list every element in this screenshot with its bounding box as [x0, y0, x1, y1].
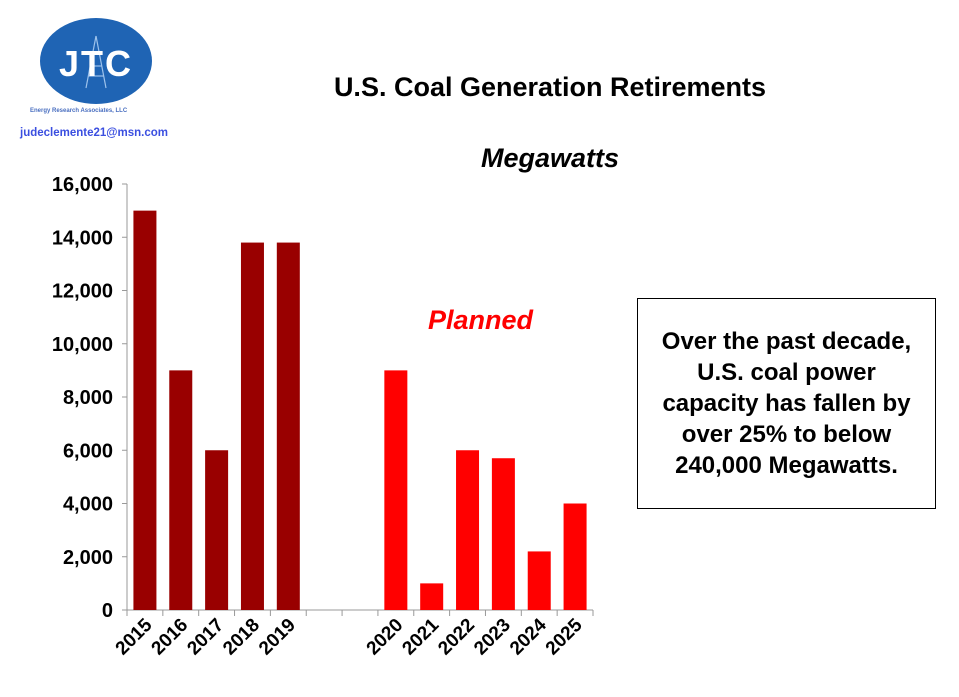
note-text: Over the past decade, U.S. coal power ca…: [661, 328, 912, 479]
bar-2025: [563, 503, 587, 610]
bar-2022: [456, 450, 480, 610]
bar-2016: [169, 370, 193, 610]
chart-subtitle: Megawatts: [480, 143, 620, 173]
chart-title: U.S. Coal Generation Retirements: [333, 72, 767, 102]
planned-label: Planned: [428, 305, 534, 335]
bar-2015: [133, 210, 157, 610]
jtc-logo: JTC: [38, 16, 154, 111]
x-tick-label: 2023: [470, 615, 515, 660]
bar-2020: [384, 370, 408, 610]
y-tick-label: 12,000: [52, 281, 113, 303]
x-tick-label: 2015: [112, 614, 157, 659]
y-tick-label: 16,000: [52, 174, 113, 196]
x-tick-label: 2019: [255, 615, 300, 660]
bar-2017: [205, 450, 229, 610]
bar-2018: [240, 242, 264, 610]
y-tick-label: 8,000: [63, 387, 113, 409]
bar-2023: [491, 458, 515, 610]
logo-subtitle: Energy Research Associates, LLC: [30, 108, 128, 114]
y-tick-label: 0: [102, 600, 113, 622]
note-box: Over the past decade, U.S. coal power ca…: [637, 298, 936, 509]
x-tick-label: 2022: [434, 615, 479, 660]
x-tick-label: 2017: [183, 615, 228, 660]
y-tick-label: 14,000: [52, 227, 113, 249]
email-text: judeclemente21@msn.com: [20, 127, 168, 139]
x-tick-label: 2024: [506, 614, 551, 659]
y-tick-label: 6,000: [63, 440, 113, 462]
x-tick-label: 2018: [219, 615, 264, 660]
bar-2021: [420, 583, 444, 610]
y-tick-label: 2,000: [63, 547, 113, 569]
x-tick-label: 2020: [363, 615, 408, 660]
x-tick-label: 2025: [542, 614, 587, 659]
y-tick-label: 10,000: [52, 334, 113, 356]
bar-2019: [276, 242, 300, 610]
x-tick-label: 2021: [398, 614, 443, 659]
bar-2024: [527, 551, 551, 610]
y-tick-label: 4,000: [63, 494, 113, 516]
x-tick-label: 2016: [148, 615, 193, 660]
svg-text:JTC: JTC: [59, 43, 133, 84]
